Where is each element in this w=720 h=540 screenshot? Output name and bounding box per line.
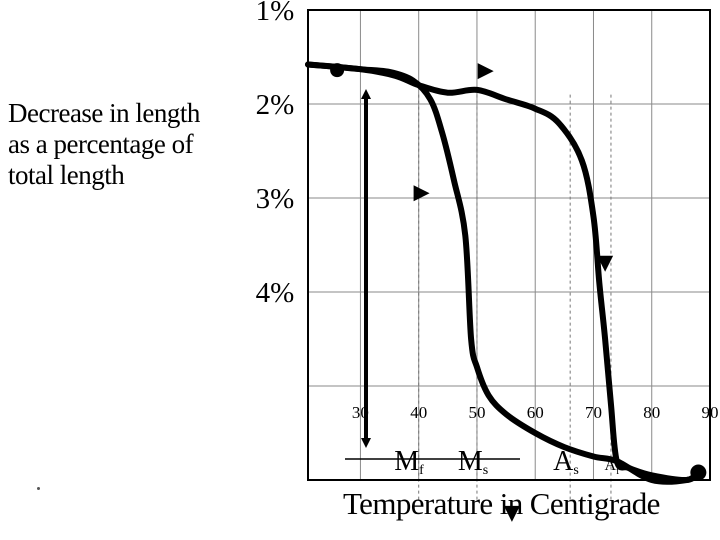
curve-start-point [330, 63, 345, 78]
heating-down-marker [597, 255, 614, 272]
chart-grid [308, 9, 710, 500]
annotation-subscript: s [573, 463, 578, 478]
annotation-main: M [458, 446, 483, 477]
y-axis-label-line-1: Decrease in length [8, 98, 200, 128]
annotation-subscript: f [616, 466, 620, 477]
plot-frame [307, 9, 711, 481]
y-tick-label: 4% [256, 277, 295, 309]
annotation-Af: Af [605, 457, 621, 477]
y-tick-label: 1% [256, 0, 295, 27]
stray-dot [37, 487, 40, 490]
x-axis-label: Temperature in Centigrade [343, 486, 660, 521]
series-line-heating [305, 61, 702, 484]
chart-frame [307, 9, 711, 481]
x-tick-label: 60 [527, 403, 544, 422]
annotation-main: A [605, 457, 617, 474]
annotation-Mf: Mf [394, 446, 424, 478]
heating-direction-marker [477, 63, 494, 80]
x-tick-label: 40 [410, 403, 427, 422]
direction-markers [413, 63, 614, 522]
y-tick-label: 2% [256, 89, 295, 121]
y-axis-label-line-3: total length [8, 160, 125, 190]
y-tick-label: 3% [256, 183, 295, 215]
y-tick-labels: 1% 2% 3% 4% [256, 0, 295, 309]
annotation-main: A [553, 446, 574, 477]
x-tick-label: 90 [702, 403, 719, 422]
x-tick-label: 70 [585, 403, 602, 422]
cooling-down-marker [503, 505, 520, 522]
x-tick-labels: 30 40 50 60 70 80 90 [352, 403, 719, 422]
annotation-main: M [394, 446, 419, 477]
x-tick-label: 50 [468, 403, 485, 422]
y-axis-label: Decrease in length as a percentage of to… [8, 98, 238, 191]
cooling-direction-marker [413, 185, 430, 202]
annotation-subscript: s [483, 463, 488, 478]
curve-end-point [690, 464, 707, 481]
series-lines [305, 61, 707, 485]
annotation-As: As [553, 446, 579, 478]
annotation-subscript: f [419, 463, 424, 478]
x-tick-label: 80 [643, 403, 660, 422]
y-axis-label-line-2: as a percentage of [8, 129, 194, 159]
annotation-Ms: Ms [458, 446, 488, 478]
temperature-annotations: Mf Ms As Af [345, 446, 620, 478]
